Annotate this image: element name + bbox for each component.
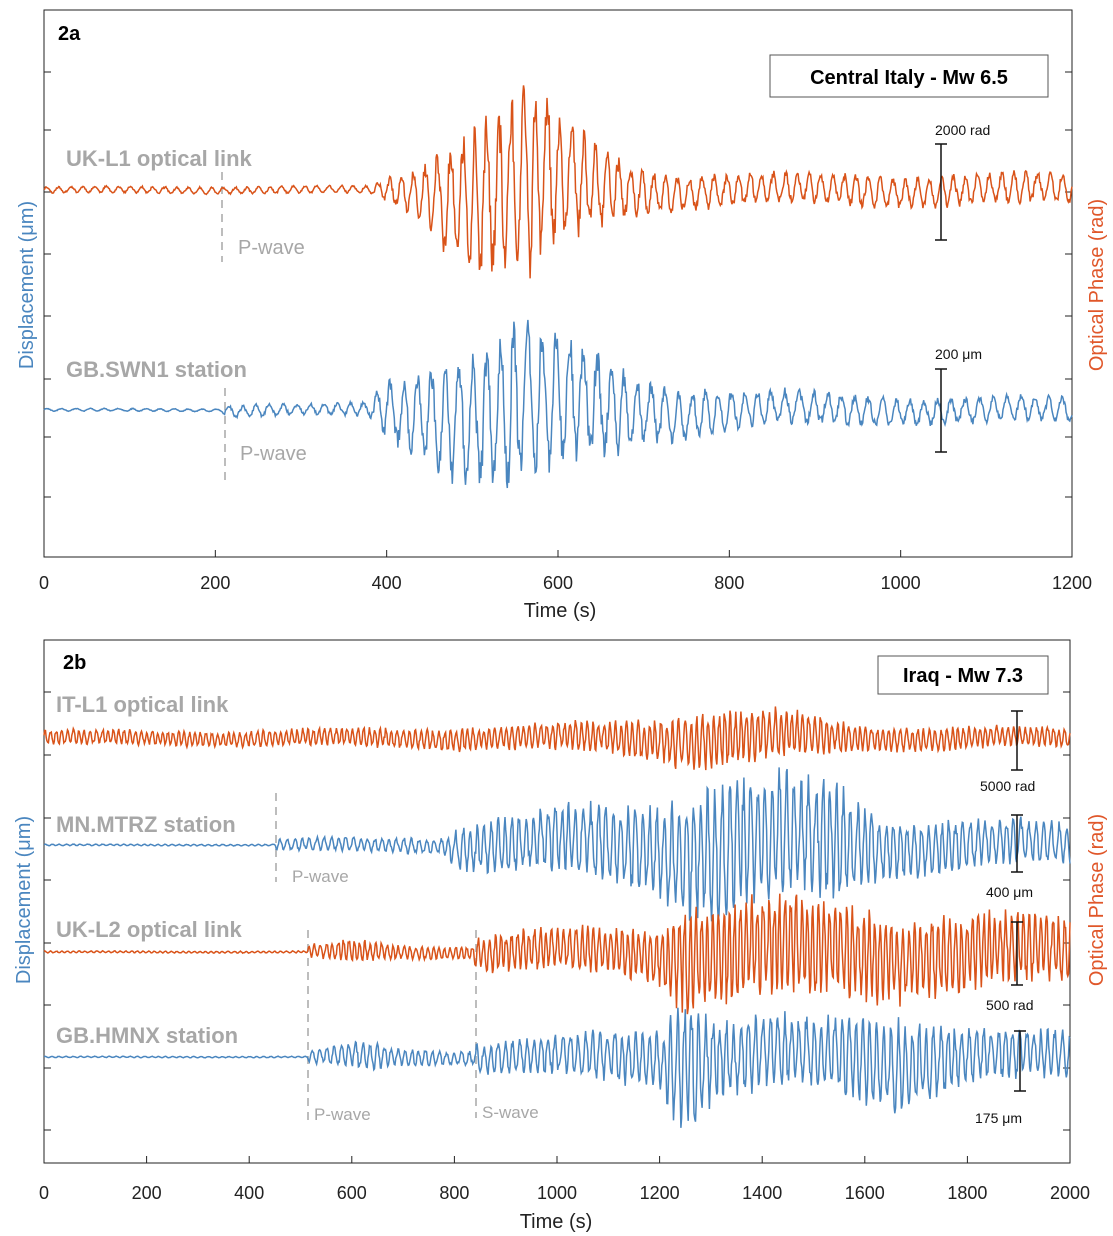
- x-tick-label: 1800: [947, 1183, 987, 1203]
- series-label-gb-hmnx: GB.HMNX station: [56, 1023, 238, 1048]
- x-tick-label: 0: [39, 1183, 49, 1203]
- x-tick-label: 200: [200, 573, 230, 593]
- p-wave-label-gb-hmnx: P-wave: [314, 1105, 371, 1124]
- panel-tag-2b: 2b: [63, 652, 86, 674]
- series-label-gb-swn1: GB.SWN1 station: [66, 357, 247, 382]
- series-label-it-l1: IT-L1 optical link: [56, 692, 229, 717]
- x-tick-label: 400: [234, 1183, 264, 1203]
- panel-2b: 2b Iraq - Mw 7.3 0 200 400 600 800 1000 1200 14…: [13, 639, 1108, 1233]
- x-tick-label: 600: [543, 573, 573, 593]
- trace-gb-hmnx: [43, 1007, 1071, 1128]
- y-ticks-2a: [44, 71, 1072, 498]
- x-tick-label: 1000: [537, 1183, 577, 1203]
- y-axis-label-right-2b: Optical Phase (rad): [1086, 814, 1108, 986]
- trace-uk-l1: [43, 85, 1073, 279]
- x-ticks-2b: 0 200 400 600 800 1000 1200 1400 1600 1800 2000: [39, 1156, 1090, 1203]
- scale-bar-um-2a: 200 μm: [935, 346, 982, 453]
- series-label-uk-l1: UK-L1 optical link: [66, 146, 253, 171]
- plot-frame-2b: [43, 639, 1071, 1164]
- x-tick-label: 1600: [845, 1183, 885, 1203]
- x-tick-label: 1000: [881, 573, 921, 593]
- scale-label-2000-rad: 2000 rad: [935, 122, 990, 138]
- scale-bar-175-um: 175 μm: [975, 1030, 1026, 1126]
- trace-mn-mtrz: [43, 767, 1071, 922]
- series-label-uk-l2: UK-L2 optical link: [56, 917, 243, 942]
- scale-label-200-um: 200 μm: [935, 346, 982, 362]
- s-wave-label-gb-hmnx: S-wave: [482, 1103, 539, 1122]
- scale-bar-500-rad: 500 rad: [986, 921, 1033, 1013]
- event-box-2a: [769, 54, 1049, 98]
- x-tick-label: 2000: [1050, 1183, 1090, 1203]
- trace-uk-l2: [43, 893, 1071, 1015]
- p-wave-label-uk-l1: P-wave: [238, 237, 305, 259]
- scale-bar-5000-rad: 5000 rad: [980, 710, 1035, 794]
- x-axis-label-2a: Time (s): [524, 600, 597, 622]
- x-tick-label: 200: [132, 1183, 162, 1203]
- event-title-2a: Central Italy - Mw 6.5: [810, 67, 1008, 89]
- x-tick-label: 800: [714, 573, 744, 593]
- scale-label-175-um: 175 μm: [975, 1110, 1022, 1126]
- x-tick-label: 800: [439, 1183, 469, 1203]
- p-wave-label-gb-swn1: P-wave: [240, 443, 307, 465]
- x-tick-label: 1200: [640, 1183, 680, 1203]
- x-tick-label: 1400: [742, 1183, 782, 1203]
- panel-tag-2a: 2a: [58, 23, 81, 45]
- x-tick-label: 400: [372, 573, 402, 593]
- y-axis-label-left-2b: Displacement (μm): [13, 816, 35, 984]
- trace-gb-swn1: [43, 319, 1073, 489]
- scale-label-400-um: 400 μm: [986, 884, 1033, 900]
- series-label-mn-mtrz: MN.MTRZ station: [56, 812, 236, 837]
- y-axis-label-right-2a: Optical Phase (rad): [1086, 199, 1108, 371]
- scale-bar-rad-2a: 2000 rad: [935, 122, 990, 241]
- y-axis-label-left-2a: Displacement (μm): [16, 201, 38, 369]
- scale-label-500-rad: 500 rad: [986, 997, 1033, 1013]
- y-ticks-2b: [44, 691, 1070, 1131]
- p-wave-label-mn-mtrz: P-wave: [292, 867, 349, 886]
- x-tick-label: 600: [337, 1183, 367, 1203]
- panel-2a: 2a Central Italy - Mw 6.5 0 200 400 600 800 1…: [16, 9, 1108, 622]
- trace-it-l1: [43, 706, 1071, 771]
- event-title-2b: Iraq - Mw 7.3: [903, 665, 1023, 687]
- x-tick-label: 1200: [1052, 573, 1092, 593]
- x-tick-label: 0: [39, 573, 49, 593]
- scale-bar-400-um: 400 μm: [986, 814, 1033, 900]
- x-axis-label-2b: Time (s): [520, 1211, 593, 1233]
- scale-label-5000-rad: 5000 rad: [980, 778, 1035, 794]
- event-box-2b: [877, 655, 1049, 695]
- x-ticks-2a: 0 200 400 600 800 1000 1200: [39, 550, 1092, 593]
